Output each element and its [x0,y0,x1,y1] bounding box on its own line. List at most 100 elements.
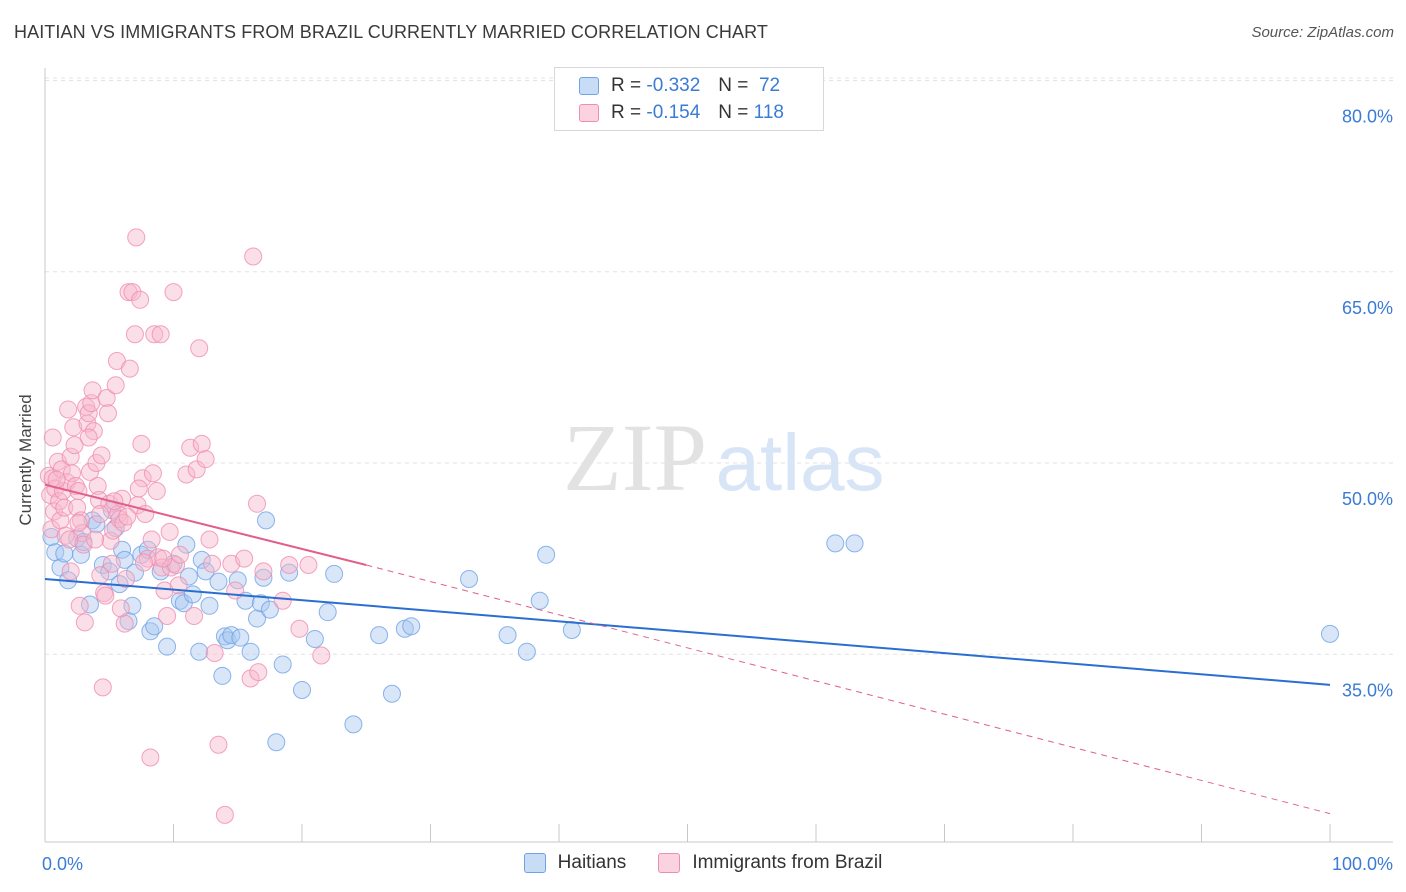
point-haitians-11 [93,556,112,574]
r-value: -0.332 [646,75,701,96]
point-haitians-36 [200,596,219,615]
point-brazil-47 [104,521,123,540]
point-brazil-109 [185,607,204,625]
point-brazil-84 [192,434,211,453]
point-haitians-10 [87,515,106,534]
point-brazil-95 [254,562,273,581]
point-haitians-69 [826,534,845,553]
point-brazil-75 [158,607,177,625]
source-label: Source: ZipAtlas.com [1251,24,1394,41]
point-brazil-82 [187,460,206,479]
point-brazil-106 [142,530,161,549]
point-brazil-22 [70,596,89,615]
point-brazil-54 [115,614,134,633]
point-brazil-45 [101,531,120,550]
point-brazil-100 [69,513,88,532]
point-brazil-60 [127,228,146,247]
r-label: R = [611,102,642,123]
point-brazil-107 [154,549,173,568]
legend-item-haitians[interactable]: Haitians [523,852,626,874]
point-brazil-116 [43,428,62,447]
watermark-zip: ZIP [563,404,707,511]
point-brazil-72 [151,325,170,344]
legend-label-brazil: Immigrants from Brazil [692,852,883,873]
point-brazil-111 [226,581,245,600]
point-brazil-119 [111,599,130,618]
point-haitians-54 [293,680,311,699]
point-brazil-64 [133,469,152,488]
point-haitians-53 [280,563,299,582]
point-brazil-97 [312,646,331,665]
point-brazil-29 [79,404,98,423]
stats-row-brazil: R = -0.154 N = 118 [579,101,784,125]
legend-swatch-haitians [523,853,546,873]
point-haitians-46 [248,609,267,628]
point-brazil-91 [235,549,254,568]
point-haitians-34 [192,550,211,569]
point-brazil-110 [200,530,219,549]
point-brazil-48 [106,376,125,395]
point-brazil-23 [71,511,90,530]
series-legend: Haitians Immigrants from Brazil [0,852,1406,874]
point-brazil-18 [65,436,84,455]
point-haitians-51 [267,733,286,752]
trend-line-extension-brazil [366,564,1331,815]
stats-legend: R = -0.332 N = 72 R = -0.154 N = 118 [554,67,824,131]
watermark: ZIP atlas [563,404,884,511]
point-brazil-38 [92,446,111,465]
point-haitians-30 [177,535,196,554]
y-tick-label: 65.0% [1342,298,1393,318]
point-brazil-39 [93,678,112,697]
r-value: -0.154 [646,102,701,123]
point-brazil-19 [66,476,85,495]
chart-title: HAITIAN VS IMMIGRANTS FROM BRAZIL CURREN… [14,22,768,42]
point-haitians-60 [382,684,401,703]
y-tick-label: 80.0% [1342,107,1393,127]
point-brazil-80 [177,465,196,484]
point-brazil-26 [75,613,94,632]
point-brazil-105 [129,479,148,498]
point-haitians-68 [562,621,581,640]
point-haitians-48 [254,568,273,587]
point-brazil-87 [205,643,224,662]
y-tick-label: 50.0% [1342,489,1393,509]
point-brazil-118 [86,530,105,549]
n-label: N = [718,75,749,96]
trend-lines [44,483,1331,815]
swatch-haitians [579,77,599,95]
point-haitians-47 [251,594,270,613]
point-haitians-37 [209,572,228,591]
point-brazil-69 [145,325,164,344]
point-haitians-43 [231,628,250,647]
point-haitians-66 [530,591,549,610]
legend-item-brazil[interactable]: Immigrants from Brazil [658,852,882,874]
point-brazil-14 [59,400,78,419]
legend-swatch-brazil [658,853,681,873]
point-brazil-77 [164,283,183,302]
point-haitians-33 [190,642,209,661]
point-haitians-45 [241,642,260,661]
point-haitians-0 [42,527,61,546]
point-brazil-59 [125,325,144,344]
point-brazil-42 [97,388,116,407]
point-brazil-17 [64,418,83,437]
point-haitians-64 [498,626,517,645]
data-points [39,228,1339,824]
stats-row-haitians: R = -0.332 N = 72 [579,74,780,98]
point-haitians-67 [537,545,556,564]
y-axis-label: Currently Married [16,394,35,526]
n-label: N = [718,102,749,123]
point-brazil-89 [215,805,234,824]
point-haitians-19 [123,596,142,615]
point-brazil-46 [102,554,121,573]
point-brazil-114 [290,619,309,638]
point-haitians-70 [845,534,864,553]
point-brazil-68 [143,464,162,483]
point-brazil-81 [181,438,200,457]
point-brazil-62 [131,290,150,309]
point-haitians-56 [318,603,337,622]
x-tick-label-min: 0.0% [42,854,83,874]
point-brazil-99 [60,530,79,549]
point-brazil-92 [241,669,260,688]
